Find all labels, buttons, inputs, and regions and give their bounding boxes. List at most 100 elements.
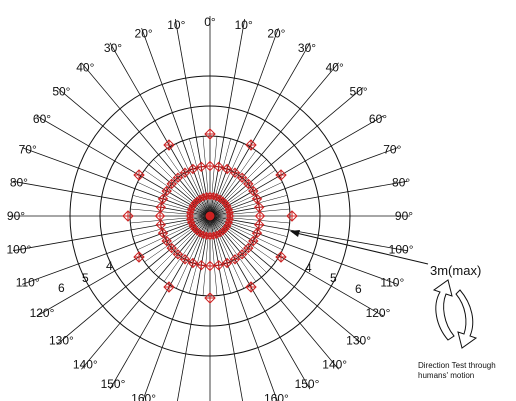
ring-number-labels: 4 5 6 4 5 6 [58,259,362,296]
inner-spoke-line [209,215,276,263]
center-marker [205,211,215,221]
spoke-line [209,87,364,217]
detection-marker [204,160,216,172]
detection-marker [122,210,134,222]
ring-label-right-5: 5 [330,271,337,285]
detection-marker [163,281,175,293]
detection-marker [213,259,224,271]
spoke-line [209,18,246,217]
spoke-line [177,215,211,401]
detection-marker [161,235,172,247]
detection-marker [245,139,257,151]
inner-spoke-line [153,159,211,217]
inner-spoke-line [209,215,267,273]
motion-arrow-up-icon [432,279,455,341]
angle-label-right-5: 60° [369,112,387,126]
angle-label-right-7: 80° [392,175,410,189]
spoke-line [81,215,211,370]
spoke-line [209,215,384,317]
detection-marker [248,235,259,247]
detection-marker [251,227,263,239]
detection-marker [154,210,166,222]
inner-spoke-line [175,215,211,289]
detection-marker [253,202,265,213]
spoke-line [21,147,211,217]
detection-marker [163,139,175,151]
inner-spoke-line [163,150,211,217]
inner-spoke-line [137,181,211,217]
angle-label-left-14: 140° [73,358,98,372]
inner-spoke-line [202,215,211,296]
detection-marker [243,242,254,254]
angle-label-left-11: 110° [16,275,40,289]
detection-marker [275,251,287,263]
angle-label-left-6: 60° [33,112,51,126]
angle-label-right-14: 150° [295,377,320,391]
detection-marker [286,210,298,222]
detection-marker [236,172,248,183]
inner-spoke-line [209,215,231,294]
spoke-line [36,215,211,317]
detection-marker [236,249,248,260]
spoke-line [209,215,339,370]
inner-spoke-line [144,169,211,217]
angle-label-left-0: 0° [204,15,216,29]
spoke-line [56,87,211,217]
angle-label-left-1: 10° [167,18,185,32]
inner-spoke-line [209,215,257,282]
detection-marker [155,202,167,213]
angle-label-right-4: 50° [350,84,368,98]
angle-label-left-8: 80° [10,175,28,189]
ring-label-left-5: 5 [82,271,89,285]
detection-marker [172,249,184,260]
angle-labels: 0°10°20°30°40°50°60°70°80°90°100°110°120… [6,15,413,401]
spoke-line [12,180,211,217]
inner-spoke-line [130,208,211,217]
angle-label-right-6: 70° [383,143,401,157]
ring-label-left-4: 4 [106,259,113,273]
spoke-line [109,42,211,217]
detection-marker [155,219,167,230]
range-label: 3m(max) [430,263,481,278]
detection-marker [196,259,207,271]
angle-label-left-2: 20° [135,27,153,41]
spoke-line [209,215,311,390]
detection-marker [275,169,287,181]
detection-marker [253,219,265,230]
angle-label-left-15: 150° [101,377,126,391]
inner-spoke-line [137,215,211,251]
spoke-line [209,62,339,217]
inner-spoke-line [209,215,288,237]
inner-spoke-line [132,195,211,217]
angle-label-left-4: 40° [76,60,94,74]
inner-spoke-line [132,215,211,237]
detection-marker [229,254,241,265]
detection-marker [221,257,233,269]
spoke-line [209,215,408,252]
detection-marker [179,167,191,178]
detection-marker [204,292,216,304]
detection-marker [248,185,259,197]
range-arrow-line [291,231,429,265]
inner-spoke-line [209,169,276,217]
detection-marker [172,172,184,183]
angle-label-left-9: 90° [7,209,25,223]
angle-label-right-13: 140° [322,358,347,372]
detection-marker [254,210,266,222]
detection-marker [204,260,216,272]
spoke-line [209,42,311,217]
inner-spoke-line [163,215,211,282]
radial-spokes [10,16,410,401]
inner-spoke-line [209,208,290,217]
caption-line-1: Direction Test through [418,361,496,370]
spoke-line [209,215,364,345]
spoke-line [142,215,211,401]
motion-arrows-icon [432,279,478,349]
spoke-line [141,27,211,217]
angle-label-right-2: 30° [298,41,316,55]
ring-label-left-6: 6 [58,281,65,295]
angle-label-right-11: 120° [366,306,391,320]
angle-label-left-7: 70° [19,143,37,157]
detection-marker [161,185,172,197]
